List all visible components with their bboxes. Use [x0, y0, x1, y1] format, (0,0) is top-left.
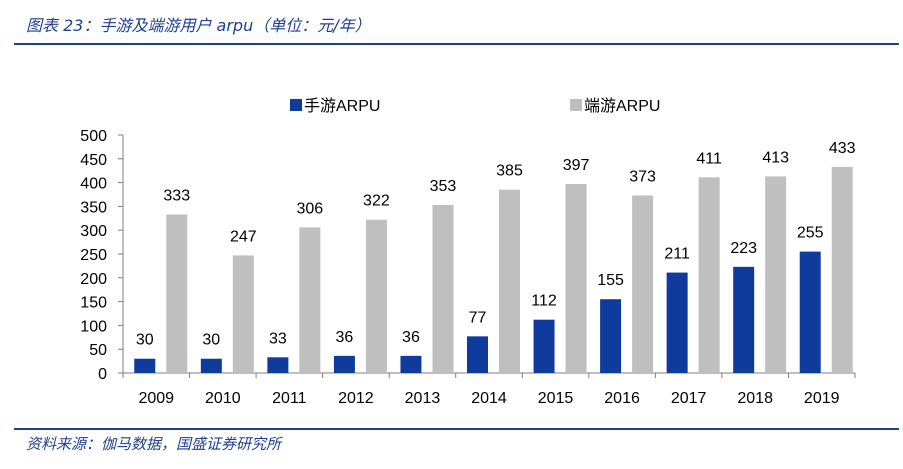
header-divider	[14, 43, 899, 45]
x-tick-label: 2011	[272, 390, 307, 407]
bar-pc-arpu	[831, 166, 853, 373]
x-tick-label: 2018	[737, 390, 773, 407]
y-tick-label: 50	[89, 342, 107, 359]
y-tick-label: 350	[80, 199, 107, 216]
data-label-pc-arpu: 433	[829, 140, 856, 157]
bar-mobile-arpu	[600, 299, 622, 373]
legend-swatch-mobile	[290, 99, 302, 111]
bar-mobile-arpu	[533, 319, 555, 373]
chart-caption-title: 图表 23：手游及端游用户 arpu（单位：元/年）	[26, 16, 371, 35]
legend-swatch-pc	[570, 99, 582, 111]
data-label-pc-arpu: 413	[762, 149, 789, 166]
data-label-pc-arpu: 322	[363, 193, 390, 210]
x-tick-label: 2014	[471, 390, 507, 407]
y-tick-label: 400	[80, 176, 107, 193]
bar-mobile-arpu	[467, 336, 488, 373]
legend-label-pc: 端游ARPU	[584, 97, 660, 115]
data-label-pc-arpu: 397	[563, 157, 590, 174]
data-label-mobile-arpu: 112	[531, 293, 557, 310]
data-label-mobile-arpu: 211	[664, 246, 690, 263]
data-label-mobile-arpu: 30	[202, 332, 220, 349]
data-label-mobile-arpu: 30	[136, 332, 154, 349]
x-tick-label: 2019	[804, 390, 840, 407]
data-label-pc-arpu: 333	[163, 187, 190, 204]
bar-pc-arpu	[166, 214, 188, 373]
y-tick-label: 100	[80, 318, 107, 335]
data-label-pc-arpu: 411	[696, 150, 722, 167]
data-label-mobile-arpu: 255	[797, 225, 824, 242]
data-label-pc-arpu: 373	[629, 168, 656, 185]
x-tick-label: 2013	[405, 390, 441, 407]
bar-pc-arpu	[365, 219, 387, 373]
bar-pc-arpu	[698, 177, 720, 373]
x-tick-label: 2015	[538, 390, 574, 407]
data-label-mobile-arpu: 33	[269, 330, 287, 347]
y-tick-label: 300	[80, 223, 107, 240]
y-tick-label: 0	[98, 366, 107, 383]
data-label-pc-arpu: 353	[430, 178, 457, 195]
y-tick-label: 450	[80, 152, 107, 169]
x-tick-label: 2016	[604, 390, 640, 407]
bar-pc-arpu	[632, 195, 654, 373]
y-tick-label: 250	[80, 247, 107, 264]
bar-pc-arpu	[299, 227, 321, 373]
bar-pc-arpu	[232, 255, 254, 373]
data-label-mobile-arpu: 223	[730, 240, 757, 257]
bar-mobile-arpu	[200, 358, 222, 373]
data-label-mobile-arpu: 36	[402, 329, 420, 346]
x-tick-label: 2009	[138, 390, 174, 407]
data-label-pc-arpu: 247	[230, 228, 257, 245]
source-note: 资料来源：伽马数据，国盛证券研究所	[26, 435, 282, 453]
bar-mobile-arpu	[799, 251, 821, 373]
data-label-mobile-arpu: 77	[469, 309, 487, 326]
x-tick-label: 2017	[671, 390, 707, 407]
bar-pc-arpu	[432, 204, 454, 373]
y-tick-label: 200	[80, 271, 107, 288]
bar-mobile-arpu	[733, 266, 755, 373]
data-label-pc-arpu: 306	[297, 200, 324, 217]
legend-label-mobile: 手游ARPU	[304, 97, 380, 115]
y-tick-label: 500	[80, 128, 107, 145]
y-tick-label: 150	[80, 295, 107, 312]
bar-pc-arpu	[565, 184, 587, 373]
bar-mobile-arpu	[400, 355, 422, 373]
bar-mobile-arpu	[267, 357, 289, 373]
bar-mobile-arpu	[333, 355, 355, 373]
data-label-pc-arpu: 385	[496, 163, 523, 180]
bar-pc-arpu	[499, 189, 520, 373]
x-tick-label: 2010	[205, 390, 241, 407]
footer-divider	[14, 428, 899, 430]
bar-mobile-arpu	[666, 272, 688, 373]
x-tick-label: 2012	[338, 390, 374, 407]
bar-mobile-arpu	[134, 358, 156, 373]
data-label-mobile-arpu: 155	[597, 272, 624, 289]
bar-pc-arpu	[765, 176, 787, 373]
data-label-mobile-arpu: 36	[336, 329, 354, 346]
